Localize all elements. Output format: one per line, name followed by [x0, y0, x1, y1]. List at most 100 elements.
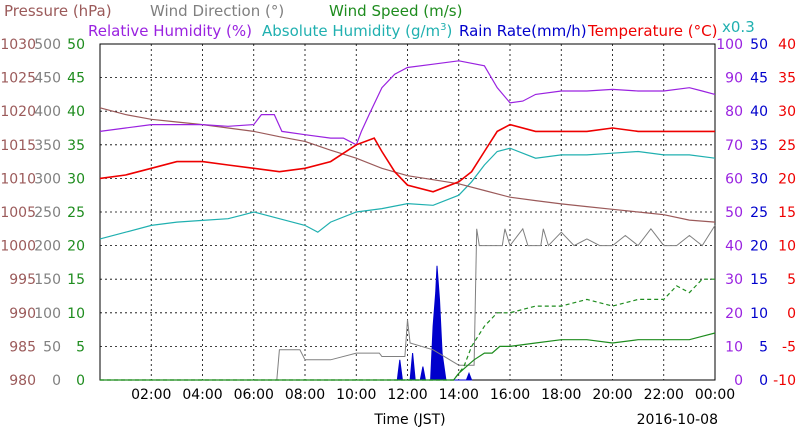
y-tick-wind_speed: 5 — [76, 339, 85, 355]
y-tick-rh: 100 — [716, 37, 743, 53]
grid-lines — [100, 44, 715, 380]
y-tick-temp: -5 — [782, 339, 796, 355]
y-tick-temp: 5 — [787, 272, 796, 288]
y-tick-rain: 20 — [750, 239, 768, 255]
x-tick-label: 10:00 — [336, 387, 376, 403]
y-tick-wind_speed: 30 — [67, 171, 85, 187]
y-tick-pressure: 985 — [9, 339, 36, 355]
y-tick-wind_speed: 25 — [67, 205, 85, 221]
y-tick-pressure: 1010 — [0, 171, 36, 187]
y-tick-rain: 35 — [750, 138, 768, 154]
y-tick-rh: 10 — [725, 339, 743, 355]
y-tick-rain: 10 — [750, 306, 768, 322]
y-tick-pressure: 1000 — [0, 239, 36, 255]
legend-wind-speed: Wind Speed (m/s) — [329, 2, 462, 20]
y-tick-wind_dir: 0 — [52, 373, 61, 389]
legend-absolute-humidity-close: ) — [447, 22, 453, 40]
x-tick-label: 22:00 — [644, 387, 684, 403]
y-tick-rain: 15 — [750, 272, 768, 288]
y-tick-rh: 80 — [725, 104, 743, 120]
x-tick-label: 06:00 — [234, 387, 274, 403]
x-tick-label: 14:00 — [439, 387, 479, 403]
y-tick-rh: 30 — [725, 272, 743, 288]
legend-wind-direction: Wind Direction (°) — [150, 2, 284, 20]
legend-rain-rate: Rain Rate(mm/h) — [459, 22, 587, 40]
y-tick-wind_dir: 50 — [43, 339, 61, 355]
y-tick-wind_dir: 200 — [34, 239, 61, 255]
y-tick-rain: 40 — [750, 104, 768, 120]
y-tick-wind_speed: 45 — [67, 71, 85, 87]
x-tick-label: 16:00 — [490, 387, 530, 403]
y-tick-wind_speed: 10 — [67, 306, 85, 322]
y-tick-temp: 30 — [778, 104, 796, 120]
series-rain-rate — [396, 265, 473, 381]
x-tick-label: 18:00 — [541, 387, 581, 403]
y-tick-pressure: 1030 — [0, 37, 36, 53]
x-tick-label: 00:00 — [695, 387, 735, 403]
x-tick-label: 04:00 — [182, 387, 222, 403]
data-series — [99, 60, 716, 381]
y-tick-rh: 90 — [725, 71, 743, 87]
y-tick-temp: 35 — [778, 71, 796, 87]
series-temperature — [99, 123, 715, 193]
y-tick-pressure: 990 — [9, 306, 36, 322]
series-wind-direction — [100, 225, 716, 381]
y-tick-wind_dir: 250 — [34, 205, 61, 221]
y-tick-wind_speed: 50 — [67, 37, 85, 53]
y-tick-rh: 50 — [725, 205, 743, 221]
legend-relative-humidity: Relative Humidity (%) — [88, 22, 252, 40]
y-tick-temp: 20 — [778, 171, 796, 187]
y-tick-temp: 10 — [778, 239, 796, 255]
y-axis-ticks: 1030102510201015101010051000995990985980… — [0, 37, 796, 389]
x-tick-label: 12:00 — [387, 387, 427, 403]
series-wind-speed — [100, 332, 716, 381]
y-tick-wind_dir: 100 — [34, 306, 61, 322]
y-tick-temp: 25 — [778, 138, 796, 154]
y-tick-pressure: 980 — [9, 373, 36, 389]
y-tick-rain: 50 — [750, 37, 768, 53]
legend-absolute-humidity-sup: 3 — [440, 22, 446, 33]
y-tick-pressure: 1005 — [0, 205, 36, 221]
y-tick-wind_speed: 20 — [67, 239, 85, 255]
y-tick-rain: 30 — [750, 171, 768, 187]
legend-temperature: Temperature (°C) — [587, 22, 717, 40]
y-tick-wind_dir: 350 — [34, 138, 61, 154]
y-tick-wind_speed: 15 — [67, 272, 85, 288]
legend-absolute-humidity-label: Absolute Humidity (g/m — [262, 22, 440, 40]
y-tick-rh: 60 — [725, 171, 743, 187]
x-axis-ticks: 02:00 04:00 06:00 08:00 10:00 12:00 14:00 16:00… — [131, 387, 735, 403]
series-absolute-humidity — [99, 147, 716, 240]
legend-absolute-humidity-scale: x0.3 — [722, 18, 755, 36]
y-tick-wind_speed: 0 — [76, 373, 85, 389]
y-tick-rain: 25 — [750, 205, 768, 221]
y-tick-pressure: 1020 — [0, 104, 36, 120]
y-tick-wind_speed: 35 — [67, 138, 85, 154]
x-tick-label: 02:00 — [131, 387, 171, 403]
y-tick-wind_dir: 450 — [34, 71, 61, 87]
y-tick-rain: 45 — [750, 71, 768, 87]
x-tick-label: 20:00 — [592, 387, 632, 403]
y-tick-rh: 0 — [734, 373, 743, 389]
y-tick-temp: 0 — [787, 306, 796, 322]
x-tick-label: 08:00 — [285, 387, 325, 403]
y-tick-pressure: 1025 — [0, 71, 36, 87]
date-label: 2016-10-08 — [637, 412, 718, 428]
y-tick-wind_dir: 400 — [34, 104, 61, 120]
series-wind-gust — [100, 278, 715, 381]
legend-absolute-humidity: Absolute Humidity (g/m3) — [262, 22, 452, 40]
y-tick-rh: 70 — [725, 138, 743, 154]
y-tick-wind_dir: 150 — [34, 272, 61, 288]
x-axis-label: Time (JST) — [373, 412, 445, 428]
y-tick-pressure: 1015 — [0, 138, 36, 154]
y-tick-temp: -10 — [773, 373, 796, 389]
series-relative-humidity — [99, 60, 716, 146]
y-tick-rh: 40 — [725, 239, 743, 255]
y-tick-wind_speed: 40 — [67, 104, 85, 120]
legend-pressure: Pressure (hPa) — [4, 2, 112, 20]
y-tick-rh: 20 — [725, 306, 743, 322]
y-tick-wind_dir: 300 — [34, 171, 61, 187]
y-tick-temp: 40 — [778, 37, 796, 53]
y-tick-temp: 15 — [778, 205, 796, 221]
y-tick-rain: 5 — [759, 339, 768, 355]
